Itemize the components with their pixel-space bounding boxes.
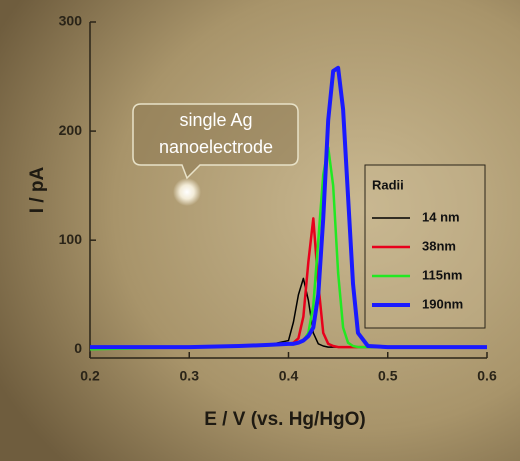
x-tick-label: 0.3 [180,368,200,384]
y-tick-label: 300 [59,13,83,29]
line [90,65,487,350]
callout [132,103,299,180]
nanoelectrode-spot [173,178,201,206]
x-tick-label: 0.6 [477,368,497,384]
x-tick-label: 0.4 [279,368,299,384]
y-tick-label: 100 [59,231,83,247]
legend-label: 38nm [422,238,456,253]
y-axis-label: I / pA [27,167,48,214]
legend-label: 190nm [422,296,463,311]
legend [364,164,486,329]
x-axis-label: E / V (vs. Hg/HgO) [204,409,366,430]
legend-label: 115nm [422,267,462,282]
legend-label: 14 nm [422,209,460,224]
y-tick-label: 200 [59,122,83,138]
annotation: nanoelectrode [159,137,273,157]
y-tick-label: 0 [74,340,82,356]
annotation: single Ag [179,110,252,130]
x-tick-label: 0.2 [80,368,100,384]
x-tick-label: 0.5 [378,368,398,384]
legend-title: Radii [372,177,404,192]
